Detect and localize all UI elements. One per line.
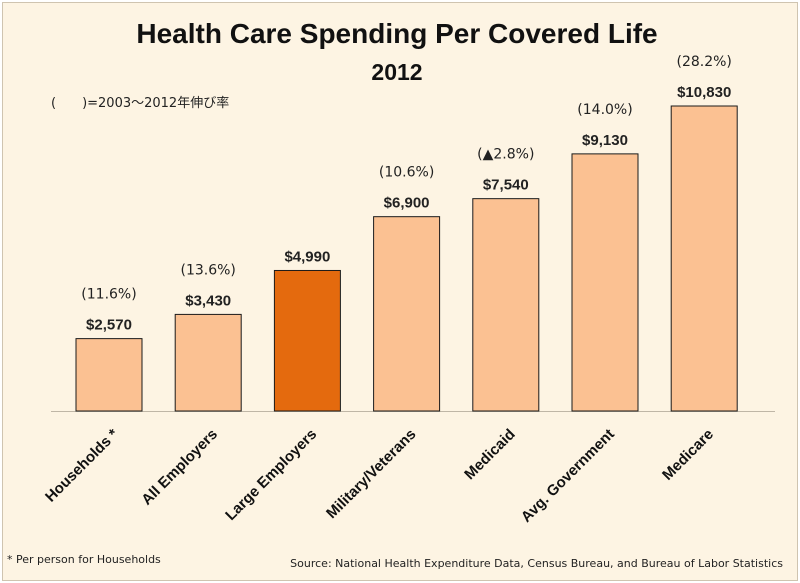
bar-5 [571,153,639,412]
growth-label: (14.0%) [577,102,632,118]
growth-label: (11.6%) [81,287,136,303]
growth-label: (28.2%) [676,54,731,70]
growth-rate-note: ( )=2003～2012年伸び率 [51,95,229,111]
value-label: $2,570 [86,317,132,334]
bar-1 [174,313,242,412]
category-label: Large Employers [222,426,320,524]
footnote: * Per person for Households [7,553,161,566]
bar-3 [373,216,441,412]
bar-4 [472,198,540,412]
bar-chart: Health Care Spending Per Covered Life 20… [7,18,783,570]
chart-title: Health Care Spending Per Covered Life [136,18,657,49]
bar-0 [75,338,143,412]
value-label: $10,830 [677,84,731,101]
chart-subtitle: 2012 [371,59,422,85]
source-note: Source: National Health Expenditure Data… [290,557,783,570]
chart-marks: $2,570 (11.6%) Households * $3,430 (13.6%) Al… [42,54,738,526]
bar-2 [273,269,341,412]
category-label: Avg. Government [518,426,618,526]
value-label: $9,130 [582,132,628,149]
growth-label: (10.6%) [379,165,434,181]
value-label: $3,430 [185,292,231,309]
category-label: Military/Veterans [323,426,419,522]
value-label: $6,900 [384,195,430,212]
category-label: All Employers [138,426,221,509]
value-label: $7,540 [483,177,529,194]
category-label: Medicare [659,426,717,484]
bar-6 [670,105,738,412]
category-label: Households * [42,426,122,506]
value-label: $4,990 [284,248,330,265]
growth-label: (13.6%) [180,262,235,278]
category-label: Medicaid [461,426,518,483]
growth-label: (▲2.8%) [477,147,534,163]
